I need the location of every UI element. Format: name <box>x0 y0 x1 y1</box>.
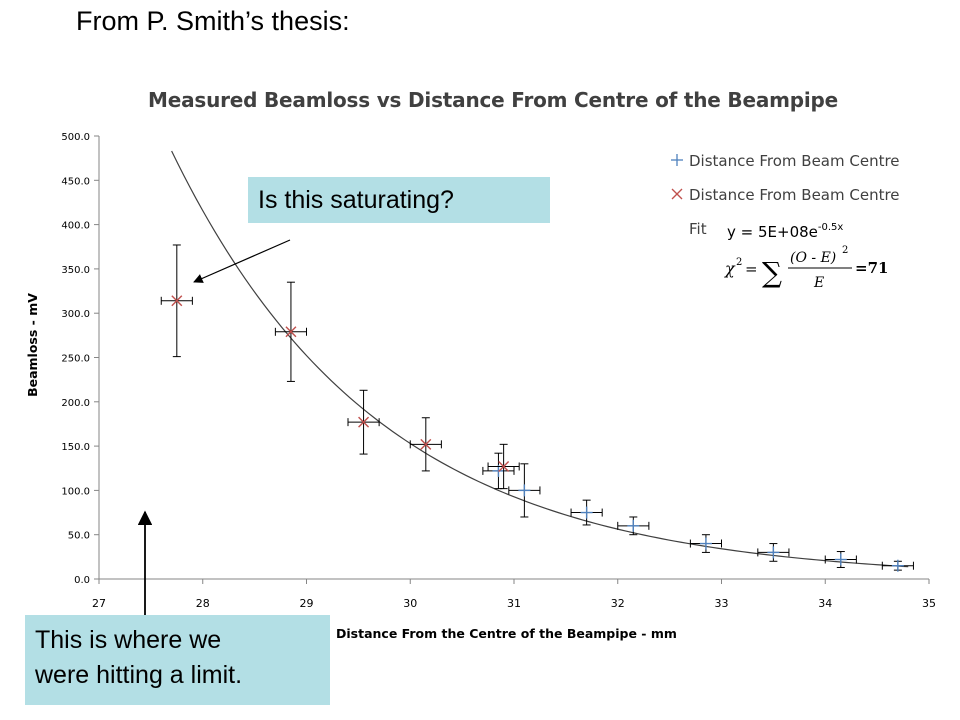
callout-limit-line-2: were hitting a limit. <box>35 661 243 689</box>
chart-title: Measured Beamloss vs Distance From Centr… <box>148 88 839 112</box>
data-point-cross <box>347 389 380 455</box>
x-axis-label: Distance From the Centre of the Beampipe… <box>336 626 677 641</box>
y-tick-label: 200.0 <box>61 398 90 409</box>
chi-power: 2 <box>736 257 742 268</box>
marker-cross-b <box>358 416 370 428</box>
x-tick-label: 30 <box>403 597 417 610</box>
y-tick-label: 450.0 <box>61 176 90 187</box>
fit-curve <box>171 150 909 568</box>
x-tick-label: 27 <box>92 597 106 610</box>
data-point-cross <box>487 443 520 490</box>
y-tick-label: 150.0 <box>61 442 90 453</box>
x-tick-label: 28 <box>196 597 210 610</box>
chi-symbol: χ <box>724 259 736 278</box>
sum-symbol: ∑ <box>762 256 782 289</box>
data-point-cross <box>409 417 442 472</box>
chi-value: =71 <box>855 259 888 277</box>
chi-squared-formula: χ 2 = ∑ (O - E) 2 E =71 <box>724 245 888 291</box>
annotation-arrows <box>137 239 291 615</box>
y-tick-label: 300.0 <box>61 309 90 320</box>
data-point-plus <box>508 463 541 518</box>
x-tick-label: 34 <box>818 597 832 610</box>
data-point-plus <box>617 516 650 536</box>
data-point-plus <box>824 551 857 568</box>
y-tick-label: 500.0 <box>61 132 90 143</box>
callout-saturating: Is this saturating? <box>248 177 550 223</box>
x-tick-label: 32 <box>611 597 625 610</box>
legend: Distance From Beam Centre Distance From … <box>671 152 900 241</box>
chi-denominator: E <box>813 275 824 291</box>
y-tick-label: 250.0 <box>61 354 90 365</box>
legend-entry-cross: Distance From Beam Centre <box>689 186 900 204</box>
data-point-plus <box>757 543 790 562</box>
legend-entry-fit: Fit <box>689 220 707 238</box>
legend-marker-cross <box>671 188 683 200</box>
slide-heading: From P. Smith’s thesis: <box>76 6 350 36</box>
x-tick-label: 35 <box>922 597 936 610</box>
data-point-cross <box>160 244 193 358</box>
marker-cross-b <box>498 460 510 472</box>
fit-equation-base: y = 5E+08e <box>727 223 818 241</box>
points-layer <box>160 244 914 572</box>
y-tick-label: 350.0 <box>61 265 90 276</box>
y-tick-label: 0.0 <box>74 575 90 586</box>
x-tick-label: 31 <box>507 597 521 610</box>
callout-limit-line-1: This is where we <box>35 626 222 654</box>
chi-numerator: (O - E) <box>790 250 836 266</box>
fit-equation: y = 5E+08e-0.5x <box>727 222 843 241</box>
data-point-plus <box>570 499 603 526</box>
marker-cross-b <box>285 326 297 338</box>
saturating-arrow <box>193 239 291 283</box>
y-tick-label: 50.0 <box>68 531 90 542</box>
chart-axes: 0.0 50.0 100.0 150.0 200.0 250.0 300.0 350.0 400… <box>61 132 936 610</box>
x-tick-label: 33 <box>715 597 729 610</box>
marker-cross-b <box>171 295 183 307</box>
marker-cross-b <box>420 438 432 450</box>
chi-numerator-power: 2 <box>842 245 848 256</box>
data-point-plus <box>689 534 722 553</box>
fit-equation-exponent: -0.5x <box>818 222 844 233</box>
chi-equals: = <box>745 260 758 278</box>
callout-limit: This is where we were hitting a limit. <box>25 615 330 705</box>
y-axis-label: Beamloss - mV <box>25 293 40 397</box>
legend-marker-plus <box>671 154 683 166</box>
y-tick-label: 400.0 <box>61 221 90 232</box>
data-point-cross <box>274 281 307 382</box>
data-point-plus <box>881 559 914 572</box>
fit-layer <box>171 150 909 568</box>
legend-entry-plus: Distance From Beam Centre <box>689 152 900 170</box>
y-tick-label: 100.0 <box>61 486 90 497</box>
x-tick-label: 29 <box>300 597 314 610</box>
